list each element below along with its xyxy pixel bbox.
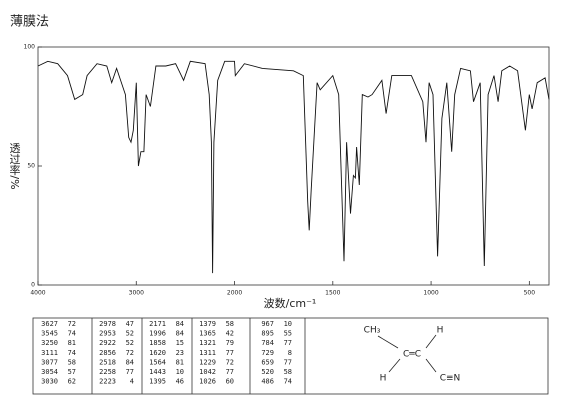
x-tick-label: 1500: [325, 290, 340, 297]
x-tick-label: 2000: [227, 290, 242, 297]
bond: [388, 358, 401, 373]
peak-transmittance: 79: [226, 339, 234, 347]
peak-wavenumber: 2171: [149, 320, 166, 328]
peak-transmittance: 77: [226, 368, 234, 376]
peak-transmittance: 58: [68, 358, 76, 366]
peak-transmittance: 74: [284, 378, 292, 386]
peak-transmittance: 77: [226, 349, 234, 357]
peak-transmittance: 72: [126, 349, 134, 357]
spectrum-line: [37, 60, 550, 274]
peak-wavenumber: 1042: [199, 368, 216, 376]
peak-wavenumber: 3250: [41, 339, 58, 347]
peak-wavenumber: 1229: [199, 358, 216, 366]
y-tick-label: 100: [24, 44, 36, 51]
peak-transmittance: 77: [126, 368, 134, 376]
peak-transmittance: 77: [284, 358, 292, 366]
peak-wavenumber: 1365: [199, 330, 216, 338]
peak-transmittance: 84: [126, 358, 134, 366]
peak-wavenumber: 1996: [149, 330, 166, 338]
x-tick-label: 3000: [129, 290, 144, 297]
peak-wavenumber: 2953: [99, 330, 116, 338]
plot-frame: [37, 46, 550, 286]
peak-transmittance: 62: [68, 378, 76, 386]
peak-wavenumber: 1311: [199, 349, 216, 357]
peak-transmittance: 81: [68, 339, 76, 347]
x-tick-label: 500: [524, 290, 536, 297]
table-frame: [32, 317, 549, 395]
peak-transmittance: 15: [176, 339, 184, 347]
peak-transmittance: 84: [176, 320, 184, 328]
peak-transmittance: 74: [68, 330, 76, 338]
structure: [377, 334, 437, 373]
peak-wavenumber: 729: [261, 349, 274, 357]
peak-wavenumber: 3030: [41, 378, 58, 386]
peak-transmittance: 74: [68, 349, 76, 357]
peak-transmittance: 57: [68, 368, 76, 376]
peak-wavenumber: 3627: [41, 320, 58, 328]
y-tick-label: 0: [31, 282, 35, 289]
peak-wavenumber: 1564: [149, 358, 166, 366]
peak-wavenumber: 1443: [149, 368, 166, 376]
peak-transmittance: 77: [284, 339, 292, 347]
peak-transmittance: 72: [226, 358, 234, 366]
atom-label: C≡N: [440, 374, 461, 384]
peak-wavenumber: 784: [261, 339, 274, 347]
peak-wavenumber: 2223: [99, 378, 116, 386]
peak-wavenumber: 659: [261, 358, 274, 366]
peak-wavenumber: 486: [261, 378, 274, 386]
peak-transmittance: 42: [226, 330, 234, 338]
peak-transmittance: 81: [176, 358, 184, 366]
x-tick-label: 4000: [30, 290, 45, 297]
peak-wavenumber: 3545: [41, 330, 58, 338]
peak-transmittance: 47: [126, 320, 134, 328]
peak-wavenumber: 3077: [41, 358, 58, 366]
peak-wavenumber: 2978: [99, 320, 116, 328]
bond: [425, 358, 437, 373]
peak-wavenumber: 2258: [99, 368, 116, 376]
title: 薄膜法: [10, 15, 49, 30]
x-axis-label: 波数/cm⁻¹: [264, 297, 317, 310]
peak-transmittance: 55: [284, 330, 292, 338]
atom-label: H: [380, 374, 387, 384]
peak-transmittance: 46: [176, 378, 184, 386]
atom-label: CH₃: [364, 326, 381, 336]
peak-transmittance: 60: [226, 378, 234, 386]
peak-transmittance: 10: [284, 320, 292, 328]
peak-wavenumber: 1620: [149, 349, 166, 357]
y-axis-label: 透过率/%: [8, 142, 21, 189]
peak-transmittance: 10: [176, 368, 184, 376]
peak-transmittance: 58: [284, 368, 292, 376]
peak-wavenumber: 3111: [41, 349, 58, 357]
peak-wavenumber: 1026: [199, 378, 216, 386]
peak-transmittance: 52: [126, 330, 134, 338]
peak-transmittance: 52: [126, 339, 134, 347]
peak-wavenumber: 520: [261, 368, 274, 376]
peak-wavenumber: 1858: [149, 339, 166, 347]
atom-label: H: [437, 326, 444, 336]
peak-transmittance: 84: [176, 330, 184, 338]
peak-transmittance: 23: [176, 349, 184, 357]
peak-transmittance: 58: [226, 320, 234, 328]
peak-wavenumber: 1395: [149, 378, 166, 386]
peak-wavenumber: 1379: [199, 320, 216, 328]
peak-wavenumber: 1321: [199, 339, 216, 347]
peak-transmittance: 72: [68, 320, 76, 328]
bond: [377, 335, 399, 349]
peak-transmittance: 4: [130, 378, 134, 386]
peak-wavenumber: 2922: [99, 339, 116, 347]
y-tick-label: 50: [27, 163, 35, 170]
peak-wavenumber: 895: [261, 330, 274, 338]
x-tick-label: 1000: [423, 290, 438, 297]
peak-transmittance: 8: [288, 349, 292, 357]
peak-wavenumber: 3054: [41, 368, 58, 376]
peak-wavenumber: 2856: [99, 349, 116, 357]
peak-wavenumber: 2518: [99, 358, 116, 366]
peak-wavenumber: 967: [261, 320, 274, 328]
bond: [425, 334, 437, 349]
atom-label: C═C: [403, 350, 421, 360]
